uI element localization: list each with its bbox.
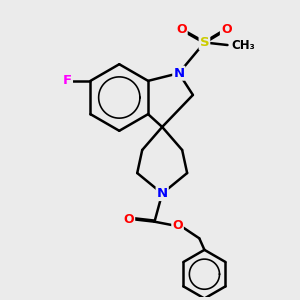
Text: O: O	[172, 219, 183, 232]
Text: F: F	[63, 74, 72, 87]
Text: O: O	[176, 23, 187, 36]
Text: O: O	[124, 213, 134, 226]
Text: CH₃: CH₃	[231, 38, 255, 52]
Text: N: N	[157, 187, 168, 200]
Text: O: O	[221, 23, 232, 36]
Text: S: S	[200, 36, 209, 49]
Text: N: N	[173, 67, 184, 80]
